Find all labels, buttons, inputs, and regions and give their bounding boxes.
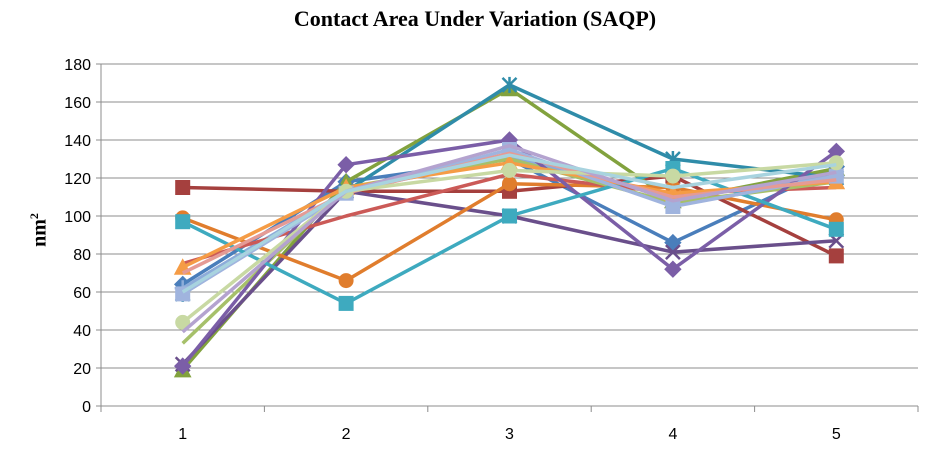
data-point: [828, 221, 844, 237]
data-point: [828, 155, 844, 171]
y-tick-label: 40: [73, 323, 91, 340]
data-point: [665, 244, 681, 260]
series-line: [181, 153, 837, 294]
y-tick-label: 100: [64, 209, 91, 226]
data-point: [502, 176, 517, 192]
series-10: [173, 131, 846, 375]
data-point: [828, 248, 844, 264]
data-point: [664, 260, 682, 278]
chart-title: Contact Area Under Variation (SAQP): [293, 6, 657, 31]
data-point: [502, 162, 517, 178]
data-point: [338, 273, 354, 289]
y-tick-label: 140: [64, 133, 91, 150]
data-point: [338, 295, 354, 311]
x-tick-label: 3: [505, 426, 514, 443]
axes: [96, 63, 919, 412]
y-tick-label: 120: [64, 171, 91, 188]
data-point: [173, 357, 192, 375]
series-17: [181, 153, 837, 294]
data-point: [502, 208, 517, 224]
series-16: [181, 143, 837, 334]
y-tick-label: 180: [64, 57, 91, 74]
data-point: [175, 214, 191, 230]
x-tick-label: 4: [668, 426, 677, 443]
y-tick-label: 20: [73, 361, 91, 378]
x-tick-label: 5: [832, 426, 841, 443]
x-tick-label: 2: [342, 426, 351, 443]
y-tick-labels: 0 20 40 60 80 100 120 140 160 180: [64, 57, 91, 416]
data-point: [175, 180, 191, 195]
y-tick-label: 160: [64, 95, 91, 112]
data-point: [337, 155, 355, 174]
series-line: [181, 143, 837, 334]
data-point: [665, 168, 681, 184]
x-tick-labels: 1 2 3 4 5: [178, 426, 841, 443]
series-group: [173, 76, 846, 378]
y-tick-label: 60: [73, 285, 91, 302]
x-tick-label: 1: [178, 426, 187, 443]
data-point: [175, 314, 191, 330]
y-tick-label: 0: [82, 399, 91, 416]
y-tick-label: 80: [73, 247, 91, 264]
